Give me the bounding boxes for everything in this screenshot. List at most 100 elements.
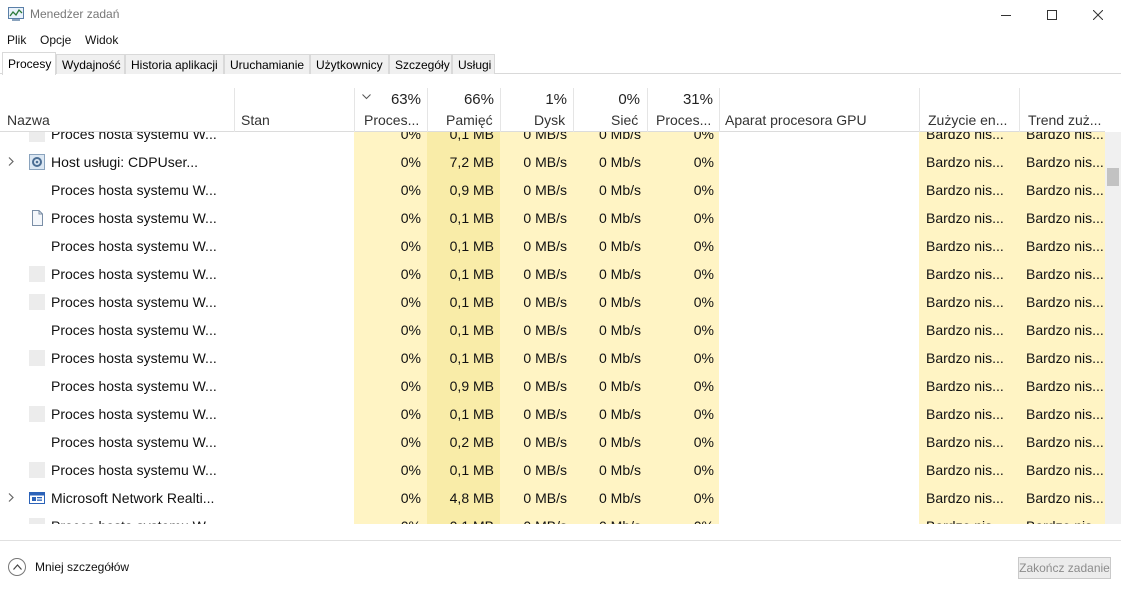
process-name: Proces hosta systemu W... bbox=[51, 294, 217, 310]
menu-options[interactable]: Opcje bbox=[40, 33, 72, 47]
close-button[interactable] bbox=[1075, 0, 1121, 30]
end-task-button[interactable]: Zakończ zadanie bbox=[1018, 557, 1111, 579]
maximize-button[interactable] bbox=[1029, 0, 1075, 30]
disk-value: 0 MB/s bbox=[523, 294, 567, 310]
fewer-details-button[interactable]: Mniej szczegółów bbox=[8, 557, 129, 577]
process-name: Proces hosta systemu W... bbox=[51, 210, 217, 226]
process-row[interactable]: Proces hosta systemu W... 0% 0,1 MB 0 MB/s 0… bbox=[0, 316, 1105, 344]
process-row[interactable]: Proces hosta systemu W... 0% 0,1 MB 0 MB/s 0… bbox=[0, 232, 1105, 260]
power-trend-value: Bardzo nis... bbox=[1026, 182, 1104, 198]
gpu-value: 0% bbox=[693, 182, 714, 198]
cpu-value: 0% bbox=[400, 266, 421, 282]
memory-value: 0,9 MB bbox=[449, 378, 494, 394]
process-row[interactable]: Proces hosta systemu W... 0% 0,1 MB 0 MB/s 0… bbox=[0, 288, 1105, 316]
process-row[interactable]: Host usługi: CDPUser... 0% 7,2 MB 0 MB/s 0 M… bbox=[0, 148, 1105, 176]
column-gpu[interactable]: Proces... bbox=[656, 112, 712, 128]
disk-total-pct[interactable]: 1% bbox=[545, 91, 567, 108]
power-trend-value: Bardzo nis... bbox=[1026, 350, 1104, 366]
memory-value: 0,1 MB bbox=[449, 322, 494, 338]
power-usage-value: Bardzo nis... bbox=[926, 154, 1004, 170]
document-icon bbox=[29, 210, 45, 226]
column-disk[interactable]: Dysk bbox=[534, 112, 566, 128]
process-list: Proces hosta systemu W... 0% 0,1 MB 0 MB/s 0… bbox=[0, 132, 1105, 524]
power-trend-value: Bardzo nis... bbox=[1026, 238, 1104, 254]
vertical-scrollbar[interactable] bbox=[1105, 132, 1121, 524]
memory-total-pct[interactable]: 66% bbox=[463, 91, 494, 108]
disk-value: 0 MB/s bbox=[523, 434, 567, 450]
column-memory[interactable]: Pamięć bbox=[446, 112, 493, 128]
process-row[interactable]: Proces hosta systemu W... 0% 0,9 MB 0 MB/s 0… bbox=[0, 372, 1105, 400]
cpu-total-pct[interactable]: 63% bbox=[390, 91, 421, 108]
network-value: 0 Mb/s bbox=[598, 210, 641, 226]
process-row[interactable]: Proces hosta systemu W... 0% 0,9 MB 0 MB/s 0… bbox=[0, 176, 1105, 204]
column-divider bbox=[234, 88, 235, 132]
process-row[interactable]: Proces hosta systemu W... 0% 0,1 MB 0 MB/s 0… bbox=[0, 204, 1105, 232]
column-power-usage[interactable]: Zużycie en... bbox=[928, 112, 1008, 128]
cpu-value: 0% bbox=[400, 210, 421, 226]
process-row[interactable]: Microsoft Network Realti... 0% 4,8 MB 0 MB/… bbox=[0, 484, 1105, 512]
power-column-heat bbox=[919, 132, 1019, 524]
column-header: Nazwa Stan 63% Proces... 66% Pamięć 1% D… bbox=[0, 88, 1105, 132]
process-name: Proces hosta systemu W... bbox=[51, 350, 217, 366]
network-value: 0 Mb/s bbox=[598, 238, 641, 254]
process-blank-icon bbox=[29, 294, 45, 310]
gpu-value: 0% bbox=[647, 518, 714, 524]
disk-value: 0 MB/s bbox=[523, 490, 567, 506]
network-total-pct[interactable]: 0% bbox=[618, 91, 640, 108]
process-name: Proces hosta systemu W... bbox=[51, 434, 217, 450]
column-divider bbox=[919, 88, 920, 132]
memory-value: 0,1 MB bbox=[427, 518, 494, 524]
gpu-value: 0% bbox=[693, 132, 714, 142]
expand-chevron-icon[interactable] bbox=[8, 491, 14, 505]
disk-column-heat bbox=[500, 132, 573, 524]
tab-processes[interactable]: Procesy bbox=[2, 52, 56, 75]
process-row[interactable]: Proces hosta systemu W... 0% 0,1 MB 0 MB/s 0… bbox=[0, 344, 1105, 372]
process-blank-icon bbox=[29, 350, 45, 366]
network-value: 0 Mb/s bbox=[598, 132, 641, 142]
tab-users[interactable]: Użytkownicy bbox=[310, 54, 389, 74]
menu-file[interactable]: Plik bbox=[7, 33, 27, 47]
power-trend-value: Bardzo nis... bbox=[1026, 132, 1104, 142]
tab-startup[interactable]: Uruchamianie bbox=[224, 54, 310, 74]
process-row[interactable]: Proces hosta systemu W... 0% 0,1 MB 0 MB/s 0… bbox=[0, 512, 1105, 524]
memory-value: 0,1 MB bbox=[449, 132, 494, 142]
gpu-value: 0% bbox=[693, 462, 714, 478]
process-name: Proces hosta systemu W... bbox=[51, 322, 217, 338]
network-value: 0 Mb/s bbox=[573, 518, 641, 524]
expand-chevron-icon[interactable] bbox=[8, 155, 14, 169]
process-row[interactable]: Proces hosta systemu W... 0% 0,1 MB 0 MB/s 0… bbox=[0, 132, 1105, 148]
process-row[interactable]: Proces hosta systemu W... 0% 0,2 MB 0 MB/s 0… bbox=[0, 428, 1105, 456]
minimize-button[interactable] bbox=[983, 0, 1029, 30]
gpu-value: 0% bbox=[693, 238, 714, 254]
tab-details[interactable]: Szczegóły bbox=[389, 54, 452, 74]
gear-icon bbox=[29, 154, 45, 170]
tab-performance[interactable]: Wydajność bbox=[56, 54, 125, 74]
tab-app-history[interactable]: Historia aplikacji bbox=[125, 54, 224, 74]
task-manager-app-icon bbox=[8, 7, 24, 21]
tab-services[interactable]: Usługi bbox=[452, 54, 495, 74]
gpu-value: 0% bbox=[693, 350, 714, 366]
memory-column-heat bbox=[427, 132, 500, 524]
column-network[interactable]: Sieć bbox=[611, 112, 639, 128]
process-row[interactable]: Proces hosta systemu W... 0% 0,1 MB 0 MB/s 0… bbox=[0, 260, 1105, 288]
process-row[interactable]: Proces hosta systemu W... 0% 0,1 MB 0 MB/s 0… bbox=[0, 400, 1105, 428]
power-usage-value: Bardzo nis... bbox=[926, 350, 1004, 366]
column-name[interactable]: Nazwa bbox=[7, 112, 50, 128]
column-cpu[interactable]: Proces... bbox=[364, 112, 420, 128]
memory-value: 0,1 MB bbox=[449, 210, 494, 226]
disk-value: 0 MB/s bbox=[523, 266, 567, 282]
memory-value: 0,2 MB bbox=[449, 434, 494, 450]
menu-view[interactable]: Widok bbox=[85, 33, 119, 47]
gpu-total-pct[interactable]: 31% bbox=[682, 91, 713, 108]
column-status[interactable]: Stan bbox=[241, 112, 270, 128]
tab-strip: Procesy Wydajność Historia aplikacji Uru… bbox=[0, 52, 1121, 75]
column-power-trend[interactable]: Trend zuż... bbox=[1028, 112, 1102, 128]
column-gpu-engine[interactable]: Aparat procesora GPU bbox=[725, 112, 867, 128]
process-row[interactable]: Proces hosta systemu W... 0% 0,1 MB 0 MB/s 0… bbox=[0, 456, 1105, 484]
power-usage-value: Bardzo nis... bbox=[926, 266, 1004, 282]
cpu-value: 0% bbox=[400, 490, 421, 506]
gpu-value: 0% bbox=[693, 490, 714, 506]
scrollbar-thumb[interactable] bbox=[1107, 168, 1119, 186]
network-value: 0 Mb/s bbox=[598, 154, 641, 170]
memory-value: 0,1 MB bbox=[449, 462, 494, 478]
